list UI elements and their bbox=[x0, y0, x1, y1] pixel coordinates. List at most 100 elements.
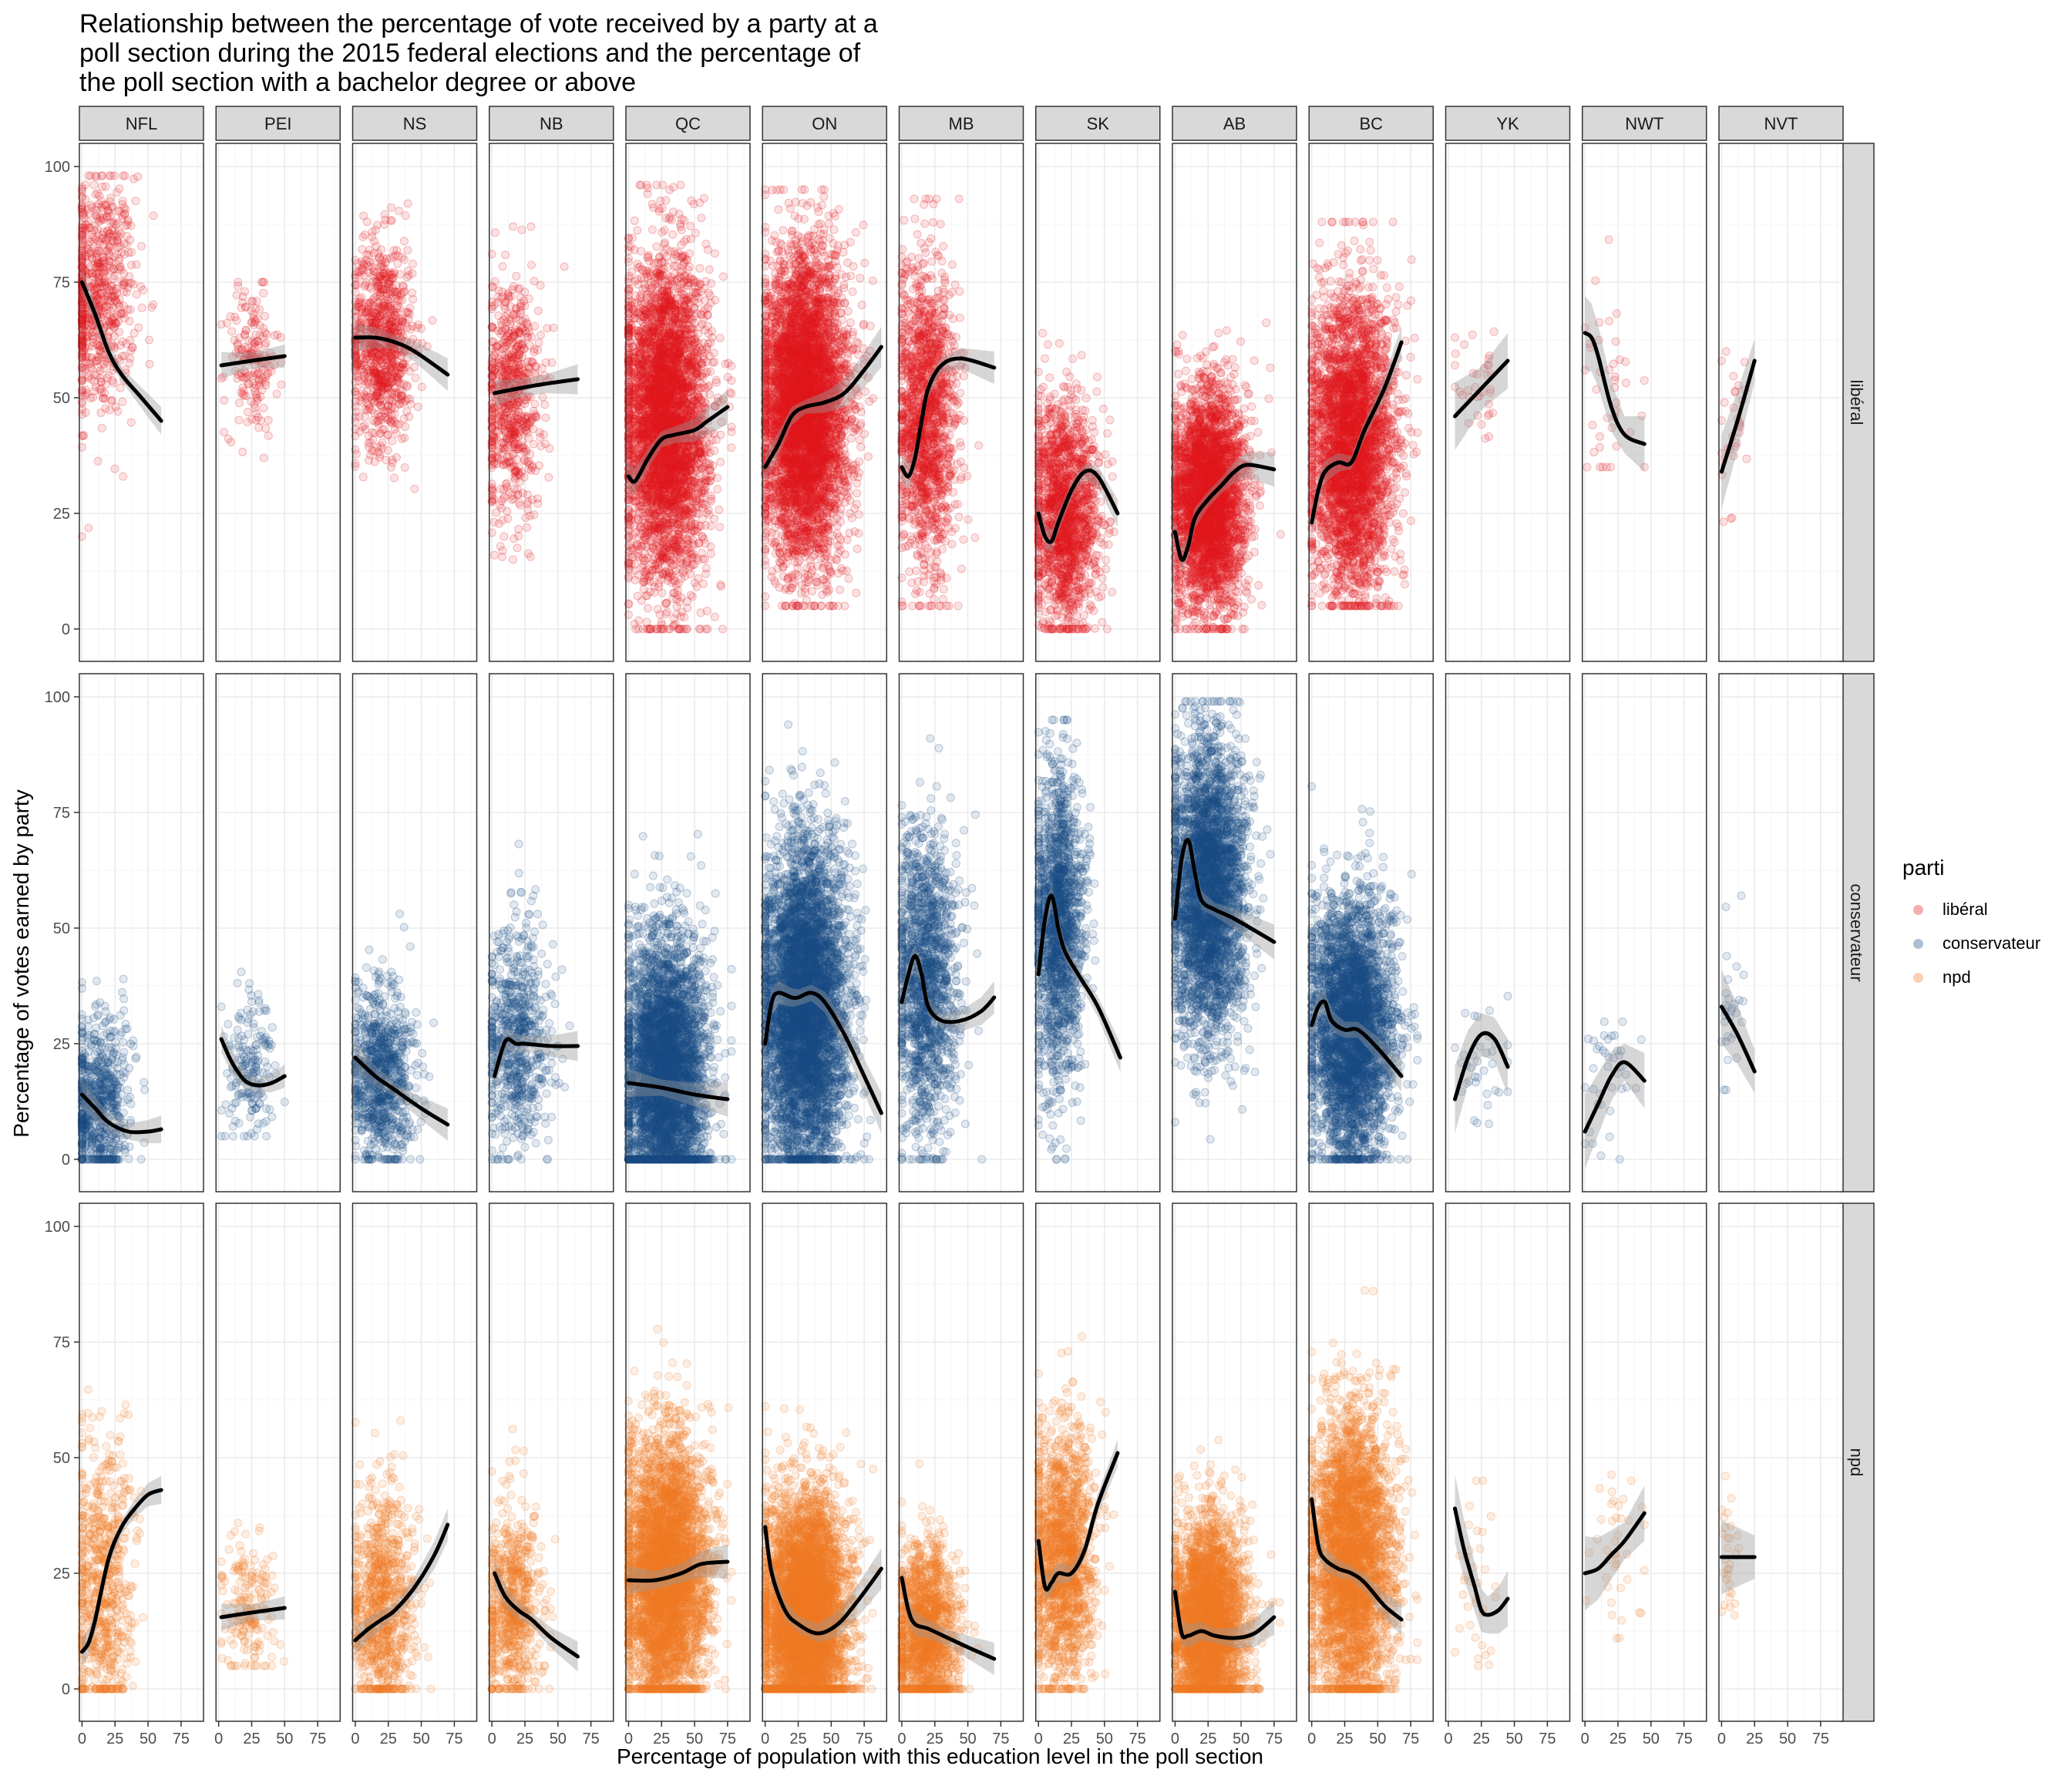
data-point bbox=[138, 304, 146, 311]
data-point bbox=[97, 409, 105, 417]
data-point bbox=[251, 404, 259, 412]
data-point bbox=[244, 409, 252, 416]
data-point bbox=[373, 313, 381, 321]
data-point bbox=[388, 459, 396, 466]
data-point bbox=[260, 454, 267, 462]
data-point bbox=[375, 250, 382, 257]
data-point bbox=[263, 371, 271, 378]
data-point bbox=[85, 172, 92, 180]
data-point bbox=[405, 368, 413, 375]
row-label-0: libéral bbox=[1847, 380, 1866, 426]
data-point bbox=[388, 217, 395, 224]
y-tick-label: 75 bbox=[53, 274, 70, 291]
data-point bbox=[510, 223, 517, 230]
data-point bbox=[372, 419, 380, 426]
data-point bbox=[388, 375, 396, 382]
data-point bbox=[360, 390, 368, 398]
data-point bbox=[92, 271, 100, 279]
data-point bbox=[429, 317, 436, 325]
data-point bbox=[352, 450, 360, 458]
data-point bbox=[401, 288, 409, 295]
facet-label-MB: MB bbox=[949, 114, 974, 133]
data-point bbox=[262, 425, 270, 432]
facet-label-SK: SK bbox=[1087, 114, 1110, 133]
data-point bbox=[87, 201, 95, 209]
data-point bbox=[103, 237, 110, 244]
data-point bbox=[402, 319, 409, 327]
data-point bbox=[278, 381, 285, 388]
data-point bbox=[354, 281, 362, 289]
data-point bbox=[239, 448, 247, 456]
data-point bbox=[244, 380, 252, 388]
data-point bbox=[264, 432, 272, 439]
data-point bbox=[362, 308, 370, 316]
data-point bbox=[127, 419, 135, 426]
data-point bbox=[79, 432, 86, 440]
data-point bbox=[234, 278, 242, 286]
data-point bbox=[115, 257, 123, 265]
data-point bbox=[372, 226, 380, 234]
data-point bbox=[96, 347, 104, 355]
facet-label-QC: QC bbox=[675, 114, 701, 133]
data-point bbox=[91, 280, 99, 288]
data-point bbox=[388, 437, 396, 445]
data-point bbox=[378, 388, 385, 396]
data-point bbox=[135, 324, 143, 331]
data-point bbox=[368, 264, 376, 271]
data-point bbox=[116, 384, 124, 392]
data-point bbox=[227, 439, 235, 446]
data-point bbox=[126, 355, 134, 362]
data-point bbox=[399, 254, 406, 261]
data-point bbox=[418, 383, 426, 391]
panel-NS-0 bbox=[352, 143, 477, 661]
data-point bbox=[233, 291, 240, 299]
data-point bbox=[126, 236, 134, 244]
data-point bbox=[234, 375, 241, 382]
data-point bbox=[85, 218, 92, 226]
data-point bbox=[380, 270, 388, 278]
data-point bbox=[130, 281, 137, 288]
data-point bbox=[405, 271, 412, 279]
data-point bbox=[111, 272, 119, 280]
data-point bbox=[134, 173, 142, 180]
data-point bbox=[402, 308, 410, 316]
y-tick-label: 50 bbox=[53, 390, 70, 407]
data-point bbox=[106, 194, 114, 202]
data-point bbox=[140, 286, 147, 294]
data-point bbox=[109, 203, 116, 210]
data-point bbox=[377, 292, 385, 300]
panel-NB-0 bbox=[488, 143, 614, 661]
facet-label-NB: NB bbox=[540, 114, 563, 133]
data-point bbox=[94, 457, 102, 465]
data-point bbox=[94, 190, 102, 197]
data-point bbox=[239, 298, 247, 306]
data-point bbox=[377, 429, 385, 437]
data-point bbox=[363, 251, 371, 258]
data-point bbox=[224, 319, 231, 327]
data-point bbox=[118, 310, 126, 318]
data-point bbox=[393, 304, 401, 312]
data-point bbox=[123, 340, 130, 348]
data-point bbox=[118, 278, 126, 285]
facet-label-YK: YK bbox=[1496, 114, 1519, 133]
data-point bbox=[90, 388, 98, 395]
data-point bbox=[404, 247, 412, 254]
facet-label-PEI: PEI bbox=[264, 114, 291, 133]
data-point bbox=[409, 322, 416, 330]
data-point bbox=[361, 422, 368, 429]
y-tick-label: 100 bbox=[45, 159, 70, 176]
data-point bbox=[401, 464, 409, 472]
data-point bbox=[82, 236, 89, 244]
data-point bbox=[90, 181, 98, 189]
data-point bbox=[409, 260, 417, 267]
data-point bbox=[113, 189, 120, 197]
data-point bbox=[100, 259, 108, 267]
data-point bbox=[254, 397, 261, 405]
data-point bbox=[365, 402, 373, 409]
data-point bbox=[264, 416, 272, 424]
data-point bbox=[106, 328, 113, 335]
data-point bbox=[114, 239, 122, 247]
data-point bbox=[92, 211, 99, 219]
